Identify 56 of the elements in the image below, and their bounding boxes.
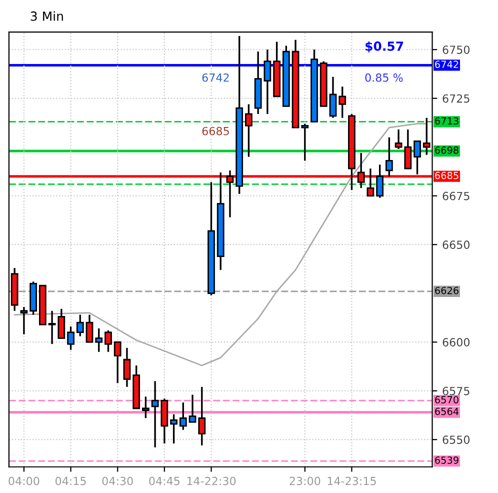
annotation: 0.85 % <box>365 73 403 82</box>
x-tick-label: 04:15 <box>55 476 86 486</box>
ref-line-label: 6713 <box>435 117 458 125</box>
candlestick <box>404 128 412 170</box>
x-tick-label: 14-23:15 <box>328 476 376 486</box>
ref-line-label: 6564 <box>435 408 459 416</box>
candlestick <box>142 396 150 419</box>
ref-line-label: 6570 <box>435 396 458 404</box>
x-tick-label: 04:30 <box>102 476 133 486</box>
y-tick-label: 6675 <box>442 192 470 200</box>
y-tick-label: 6550 <box>442 436 470 444</box>
candlestick <box>95 328 103 353</box>
y-tick-label: 6650 <box>442 240 470 249</box>
candlestick <box>58 308 66 340</box>
candlestick <box>338 86 346 119</box>
candlestick <box>329 76 337 119</box>
y-tick-label: 6725 <box>442 94 470 103</box>
y-tick-label: 6575 <box>442 386 470 396</box>
x-tick-label: 14-22:30 <box>187 476 236 486</box>
candlestick <box>394 128 402 150</box>
candlestick <box>366 168 374 197</box>
candlestick <box>179 402 187 431</box>
candlestick <box>76 314 84 338</box>
y-tick-label: 6600 <box>442 338 470 346</box>
candlestick <box>198 386 206 446</box>
line-series <box>14 122 428 366</box>
candlestick <box>114 341 122 384</box>
annotation: 6742 <box>202 73 229 82</box>
candlestick <box>245 103 252 158</box>
ref-line-label: 6539 <box>435 456 458 464</box>
ref-line-label: 6685 <box>435 172 458 180</box>
candlestick <box>123 347 131 388</box>
ref-line-label: 6626 <box>435 286 459 294</box>
candlestick <box>151 380 159 448</box>
candlestick <box>188 394 196 423</box>
x-tick-label: 23:00 <box>290 476 320 486</box>
chart-title: 3 Min <box>30 11 63 21</box>
candlestick <box>170 413 178 444</box>
x-tick-label: 04:45 <box>149 476 180 486</box>
candlestick <box>226 170 234 218</box>
candlestick <box>86 314 94 343</box>
ref-line-label: 6742 <box>435 60 458 68</box>
candlestick <box>20 306 28 336</box>
ref-line-label: 6698 <box>435 146 458 154</box>
candlestick <box>48 310 56 345</box>
candlestick <box>385 136 393 178</box>
candlestick <box>301 122 309 162</box>
annotation: $0.57 <box>366 41 404 53</box>
candlestick <box>376 164 384 199</box>
candlestick <box>414 140 421 176</box>
y-tick-label: 6750 <box>442 46 470 54</box>
annotation: 6685 <box>202 126 229 136</box>
x-tick-label: 04:00 <box>8 476 40 486</box>
candlestick <box>104 330 112 353</box>
candlestick <box>357 152 365 189</box>
candlestick <box>67 326 74 351</box>
